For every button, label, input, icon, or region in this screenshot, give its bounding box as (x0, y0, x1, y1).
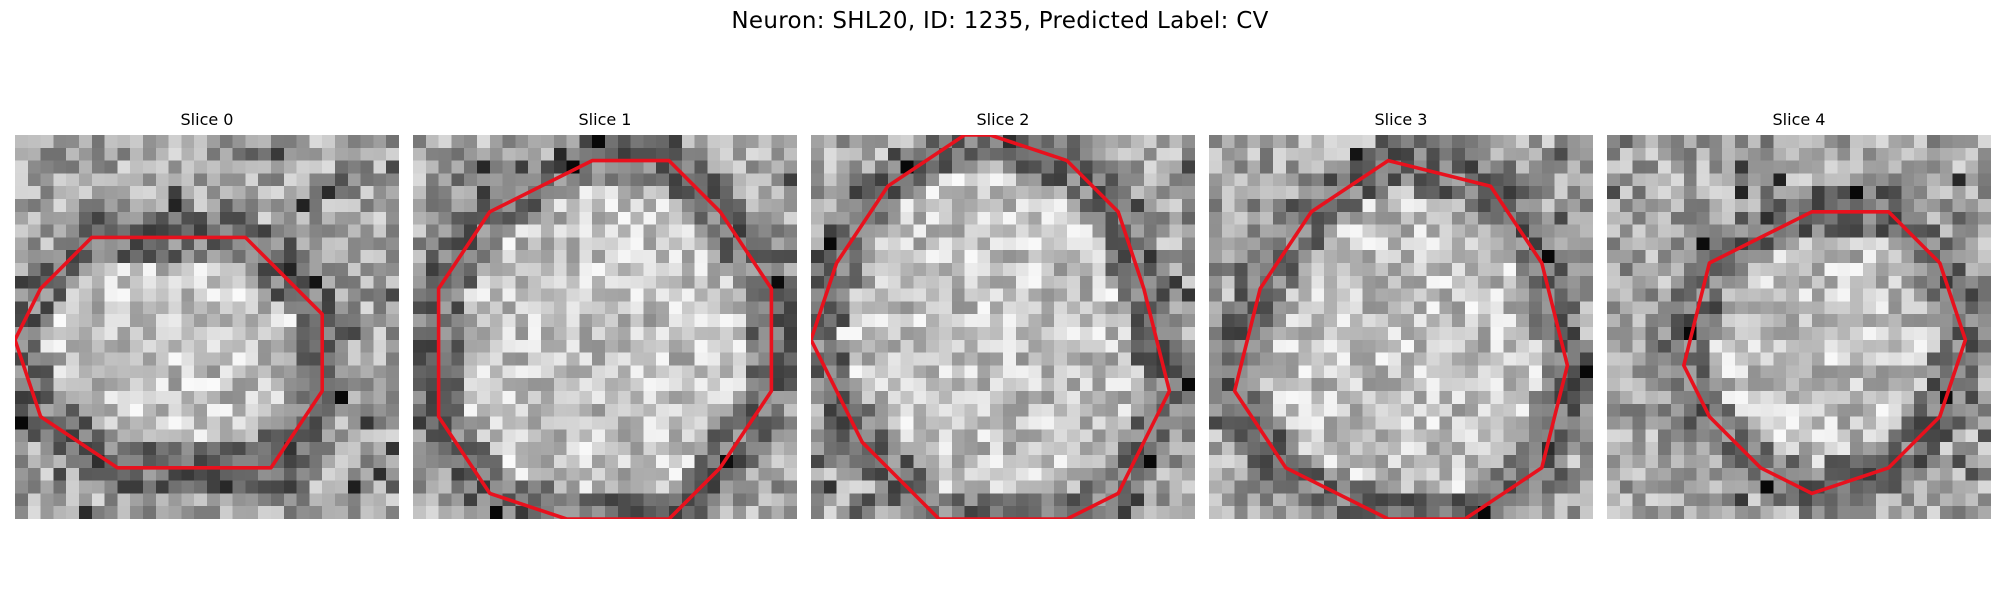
slice-panel-0: Slice 0 (15, 108, 399, 519)
slice-title-1: Slice 1 (578, 110, 632, 129)
slice-panel-1: Slice 1 (413, 108, 797, 519)
slice-image-3 (1209, 135, 1593, 519)
slice-image-0 (15, 135, 399, 519)
slice-title-4: Slice 4 (1772, 110, 1826, 129)
slice-image-2 (811, 135, 1195, 519)
cell-contour (811, 135, 1172, 519)
slice-panel-4: Slice 4 (1607, 108, 1991, 519)
slice-title-0: Slice 0 (180, 110, 234, 129)
slice-image-1 (413, 135, 797, 519)
slice-title-3: Slice 3 (1374, 110, 1428, 129)
cell-contour (1232, 158, 1570, 519)
cell-contour (1682, 210, 1968, 496)
slice-pixels (811, 135, 1195, 519)
figure-title: Neuron: SHL20, ID: 1235, Predicted Label… (731, 8, 1269, 34)
slice-title-2: Slice 2 (976, 110, 1030, 129)
slice-panel-3: Slice 3 (1209, 108, 1593, 519)
slice-pixels (1607, 135, 1991, 519)
slice-pixels (15, 135, 399, 519)
cell-contour (436, 158, 774, 519)
slice-pixels (1209, 135, 1593, 519)
slice-image-4 (1607, 135, 1991, 519)
slice-panel-2: Slice 2 (811, 108, 1195, 519)
cell-contour (15, 235, 324, 470)
